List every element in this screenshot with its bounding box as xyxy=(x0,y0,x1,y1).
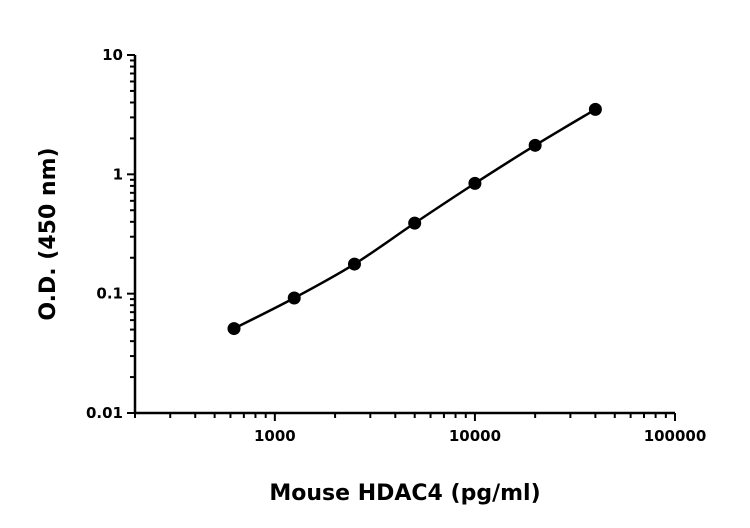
data-point xyxy=(408,216,422,230)
x-tick-label: 1000 xyxy=(254,427,296,445)
y-axis-title: O.D. (450 nm) xyxy=(36,147,61,320)
x-axis-title: Mouse HDAC4 (pg/ml) xyxy=(269,481,540,506)
y-tick-label: 1 xyxy=(113,165,123,183)
data-points xyxy=(227,102,602,336)
x-tick-label: 10000 xyxy=(449,427,501,445)
data-point xyxy=(528,138,542,152)
ticks: 0.01 0.1 1 10 1000 10000 100000 xyxy=(86,46,706,445)
y-tick-label: 0.1 xyxy=(96,285,123,303)
x-tick-label: 100000 xyxy=(644,427,707,445)
axes xyxy=(133,55,675,415)
y-tick-label: 10 xyxy=(102,46,123,64)
data-point xyxy=(227,322,241,336)
data-point xyxy=(287,291,301,305)
data-point xyxy=(347,257,361,271)
data-point xyxy=(468,176,482,190)
data-point xyxy=(588,102,602,116)
y-tick-label: 0.01 xyxy=(86,404,123,422)
